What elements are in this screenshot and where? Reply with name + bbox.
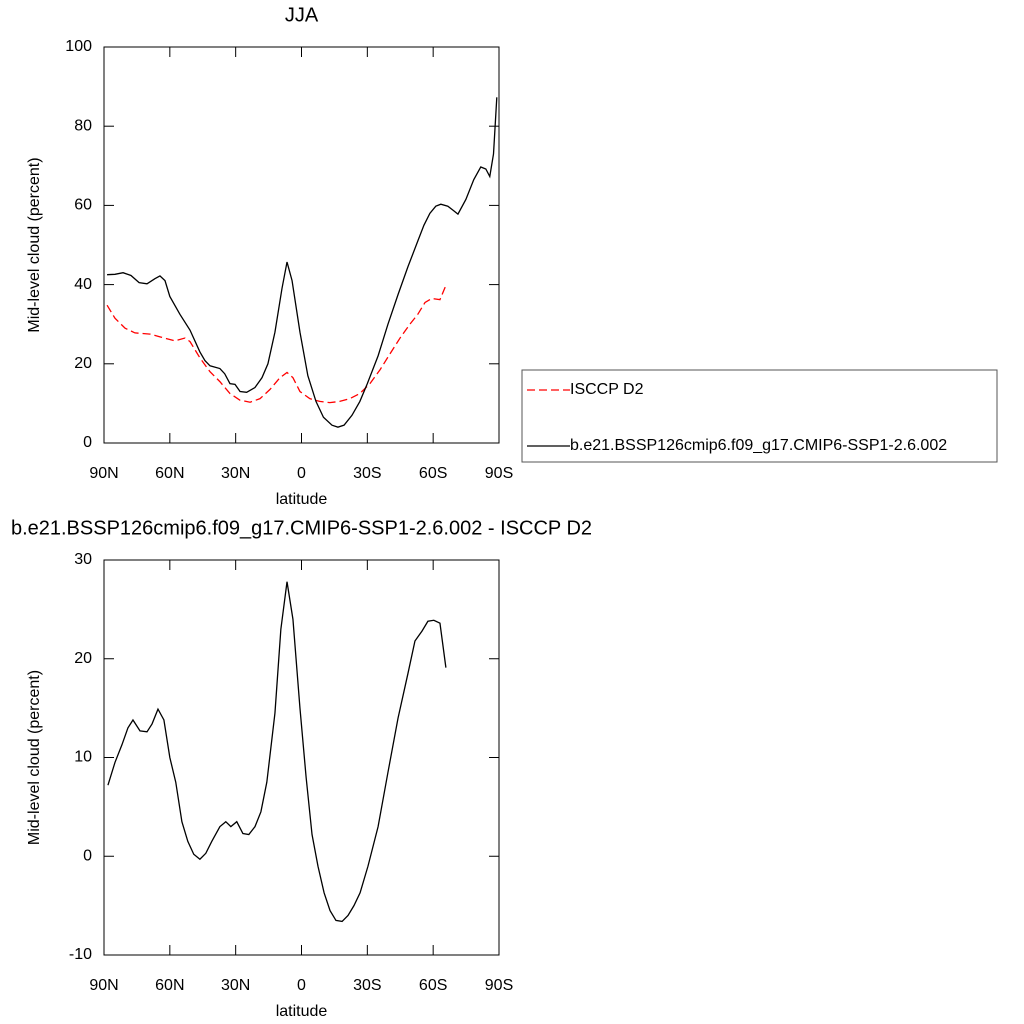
x-axis-label: latitude: [276, 491, 328, 508]
plot: JJA latitude Mid-level cloud (percent) 90N 6…: [26, 4, 998, 508]
plot-frame: [103, 46, 500, 444]
x-tick-label: 0: [297, 465, 306, 482]
y-tick-label: 30: [74, 551, 92, 568]
legend-label: b.e21.BSSP126cmip6.f09_g17.CMIP6-SSP1-2.…: [570, 437, 947, 454]
chart-title: b.e21.BSSP126cmip6.f09_g17.CMIP6-SSP1-2.…: [11, 517, 592, 539]
x-tick-label: 30S: [353, 465, 381, 482]
data-line: [107, 581, 447, 923]
x-tick-label: 30S: [353, 977, 381, 994]
x-tick-label: 60N: [155, 465, 184, 482]
data-line: [107, 97, 498, 428]
x-tick-label: 30N: [221, 465, 250, 482]
y-tick-label: 80: [74, 117, 92, 134]
x-tick-label: 90N: [89, 465, 118, 482]
data-line: [106, 285, 447, 404]
y-axis-label: Mid-level cloud (percent): [26, 670, 43, 845]
x-tick-label: 90N: [89, 977, 118, 994]
y-tick-label: 60: [74, 197, 92, 214]
y-tick-label: 10: [74, 749, 92, 766]
y-tick-label: 0: [83, 847, 92, 864]
y-tick-label: 0: [83, 434, 92, 451]
x-tick-label: 90S: [485, 465, 513, 482]
y-tick-label: 100: [65, 38, 92, 55]
plot: b.e21.BSSP126cmip6.f09_g17.CMIP6-SSP1-2.…: [11, 517, 592, 1020]
x-tick-label: 90S: [485, 977, 513, 994]
y-tick-label: 20: [74, 650, 92, 667]
x-tick-label: 60S: [419, 465, 447, 482]
y-tick-label: 40: [74, 276, 92, 293]
x-tick-label: 30N: [221, 977, 250, 994]
legend-box: [521, 369, 998, 463]
legend-label: ISCCP D2: [570, 381, 644, 398]
y-tick-label: -10: [69, 946, 92, 963]
chart-title: JJA: [285, 4, 319, 26]
y-axis-label: Mid-level cloud (percent): [26, 157, 43, 332]
x-tick-label: 0: [297, 977, 306, 994]
x-tick-label: 60N: [155, 977, 184, 994]
y-tick-label: 20: [74, 355, 92, 372]
x-tick-label: 60S: [419, 977, 447, 994]
plot-frame: [103, 559, 500, 956]
x-axis-label: latitude: [276, 1003, 328, 1020]
